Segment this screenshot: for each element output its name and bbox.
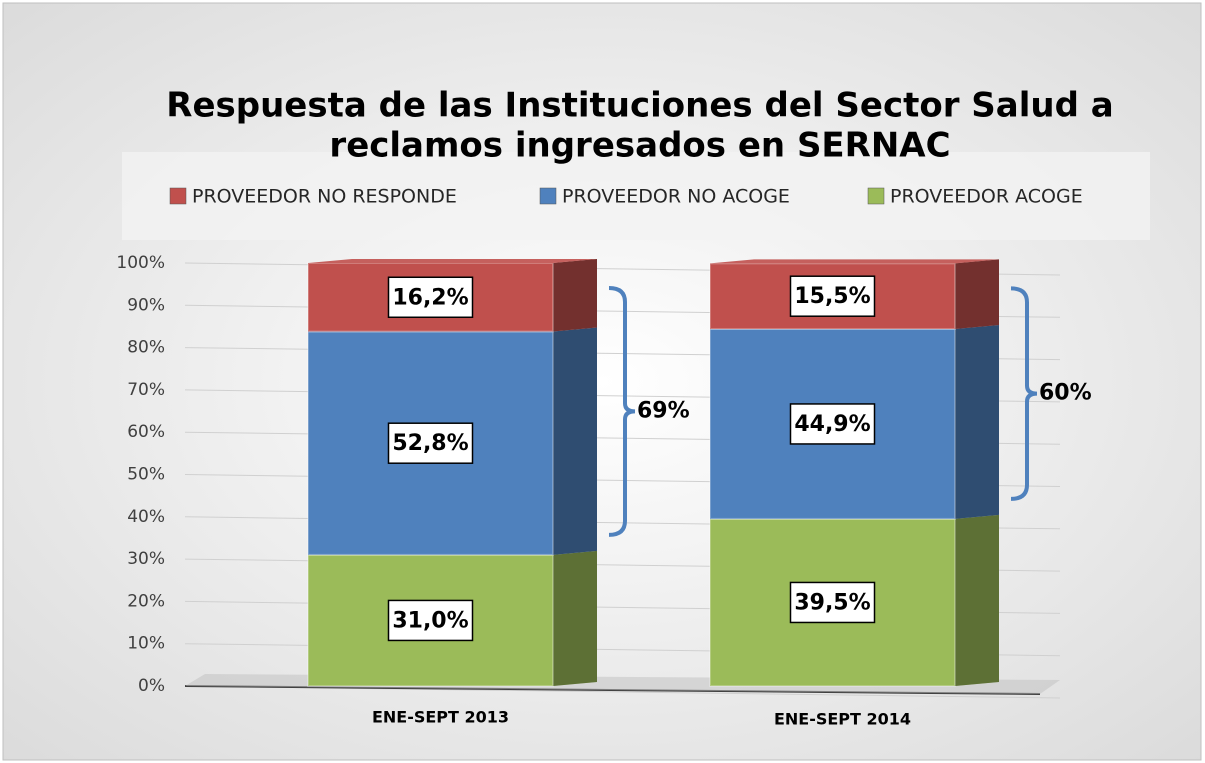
- bar-top: [308, 259, 597, 263]
- y-tick-label: 20%: [127, 591, 165, 611]
- value-label-box: [789, 275, 876, 317]
- value-label: 52,8%: [392, 431, 468, 456]
- x-tick-label: ENE-SEPT 2014: [774, 710, 911, 729]
- brace: [1010, 286, 1038, 501]
- value-label-box: [789, 403, 876, 445]
- annotation: 69%: [637, 398, 690, 423]
- y-tick-label: 0%: [138, 676, 165, 696]
- chart-subtitle: reclamos ingresados en SERNAC: [329, 126, 950, 166]
- y-tick-label: 100%: [116, 253, 165, 273]
- x-tick-label: ENE-SEPT 2013: [372, 708, 509, 727]
- legend-label: PROVEEDOR NO ACOGE: [562, 186, 790, 208]
- value-label-box: [387, 599, 474, 642]
- legend-label: PROVEEDOR ACOGE: [890, 186, 1083, 208]
- brace: [608, 286, 636, 537]
- legend-swatch: [169, 187, 187, 205]
- y-tick-label: 50%: [127, 465, 165, 485]
- bar-side: [955, 324, 999, 519]
- value-label: 15,5%: [794, 284, 870, 309]
- bar-side-shade: [955, 324, 999, 519]
- value-label: 31,0%: [392, 608, 468, 633]
- bar-side-shade: [553, 550, 597, 686]
- bar-side: [553, 550, 597, 686]
- legend-box: [122, 152, 1150, 240]
- value-label: 16,2%: [392, 285, 468, 310]
- chart-title: Respuesta de las Instituciones del Secto…: [166, 86, 1113, 126]
- value-label: 39,5%: [794, 590, 870, 615]
- y-tick-label: 60%: [127, 422, 165, 442]
- legend-swatch: [539, 187, 557, 205]
- legend-swatch: [867, 187, 885, 205]
- value-label-box: [789, 581, 876, 624]
- y-tick-label: 80%: [127, 338, 165, 358]
- value-label-box: [387, 276, 474, 319]
- bar-side-shade: [955, 514, 999, 686]
- y-tick-label: 90%: [127, 295, 165, 315]
- annotation: 60%: [1039, 381, 1092, 406]
- y-tick-label: 10%: [127, 634, 165, 654]
- bar-side: [955, 259, 999, 329]
- value-label: 44,9%: [794, 412, 870, 437]
- bar-top: [710, 259, 999, 264]
- y-tick-label: 40%: [127, 507, 165, 527]
- bar-side-shade: [553, 327, 597, 555]
- y-tick-label: 30%: [127, 549, 165, 569]
- bar-side-shade: [955, 259, 999, 329]
- value-label-box: [387, 422, 474, 464]
- y-tick-label: 70%: [127, 380, 165, 400]
- bar-side: [553, 259, 597, 332]
- bar-side-shade: [553, 259, 597, 332]
- bar-side: [955, 514, 999, 686]
- bar-side: [553, 327, 597, 555]
- legend-label: PROVEEDOR NO RESPONDE: [192, 186, 457, 208]
